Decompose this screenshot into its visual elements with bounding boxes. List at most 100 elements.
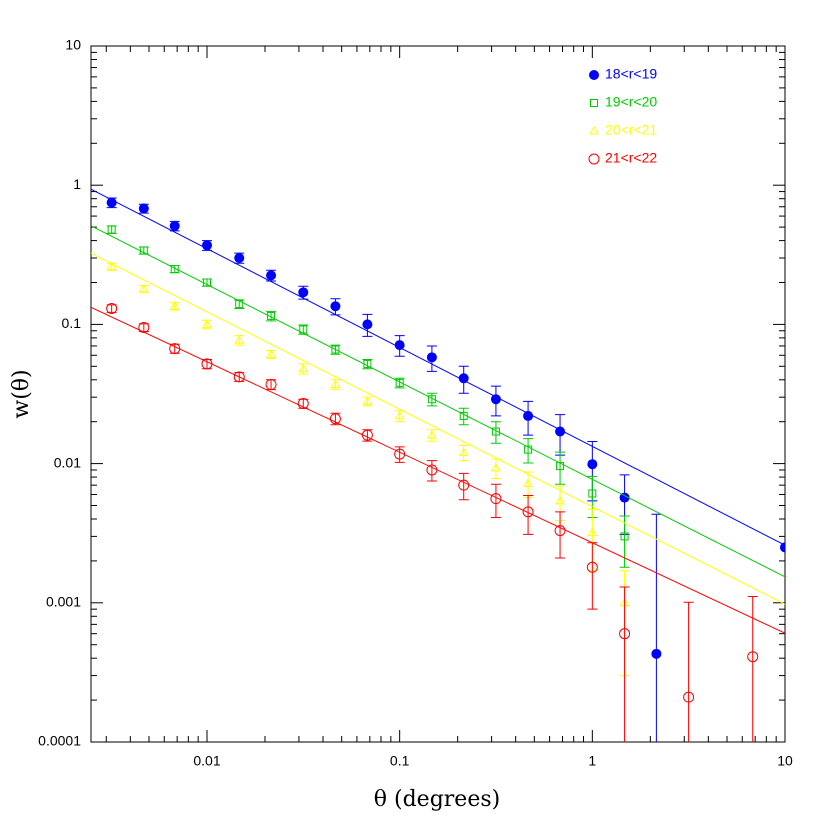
legend-marker <box>588 153 600 165</box>
error-bar <box>490 483 501 518</box>
fit-line <box>91 252 785 605</box>
y-tick-label: 0.001 <box>46 594 81 610</box>
point <box>363 359 372 368</box>
x-axis-label: θ (degrees) <box>374 787 500 812</box>
point <box>524 445 533 454</box>
error-bar <box>106 304 117 313</box>
error-bar <box>490 458 501 480</box>
error-bar <box>747 595 758 742</box>
point <box>554 525 566 537</box>
error-bar <box>587 542 598 610</box>
point <box>361 429 373 441</box>
point <box>490 493 502 505</box>
point <box>394 410 405 420</box>
point <box>523 410 534 421</box>
point <box>683 691 695 703</box>
point <box>586 561 598 573</box>
point <box>330 301 341 312</box>
error-bar <box>523 438 534 464</box>
plot-frame <box>90 45 786 743</box>
y-axis-label: w(θ) <box>9 369 34 418</box>
error-bar <box>426 460 437 482</box>
point <box>556 462 565 471</box>
x-tick-label: 10 <box>777 753 793 769</box>
point <box>491 427 500 436</box>
point <box>233 371 245 383</box>
legend-label: 19<r<20 <box>605 94 657 110</box>
point <box>780 542 785 553</box>
point <box>202 278 211 287</box>
point <box>427 430 437 439</box>
error-bar <box>683 601 694 742</box>
legend-label: 20<r<21 <box>605 122 657 138</box>
error-bar <box>619 515 630 568</box>
point <box>490 394 501 405</box>
y-tick-label: 10 <box>65 37 81 53</box>
point <box>619 492 630 503</box>
point <box>201 240 212 251</box>
point <box>201 358 213 370</box>
point <box>395 378 404 387</box>
point <box>331 345 340 354</box>
point <box>458 479 470 491</box>
point <box>138 203 149 214</box>
plot-area <box>91 188 785 742</box>
x-tick-label: 1 <box>588 753 596 769</box>
point <box>330 379 341 389</box>
point <box>522 506 534 518</box>
point <box>619 628 631 640</box>
point <box>139 246 148 255</box>
point <box>266 349 276 358</box>
point <box>106 303 118 315</box>
error-bar <box>330 412 341 426</box>
legend-label: 18<r<19 <box>605 66 657 82</box>
point <box>458 373 469 384</box>
y-tick-label: 1 <box>73 176 81 192</box>
legend-marker <box>589 70 599 80</box>
point <box>555 426 566 437</box>
fit-line <box>91 306 785 634</box>
point <box>491 462 501 472</box>
point <box>426 464 438 476</box>
point <box>138 322 150 334</box>
point <box>298 287 309 298</box>
error-bar <box>555 511 566 559</box>
point <box>107 225 116 234</box>
point <box>394 340 405 351</box>
legend-marker <box>590 99 598 107</box>
point <box>266 270 277 281</box>
error-bar <box>555 451 566 485</box>
point <box>620 532 629 541</box>
y-tick-label: 0.01 <box>54 454 81 470</box>
point <box>297 398 309 410</box>
point <box>265 379 277 391</box>
y-tick-label: 0.1 <box>62 315 82 331</box>
x-tick-label: 0.01 <box>193 753 220 769</box>
fit-line <box>91 188 785 546</box>
point <box>169 343 181 355</box>
point <box>747 651 759 663</box>
point <box>329 413 341 425</box>
error-bar <box>619 586 630 742</box>
point <box>651 648 662 659</box>
point <box>234 252 245 263</box>
point <box>587 527 598 536</box>
point <box>106 261 117 271</box>
point <box>555 495 565 505</box>
y-tick-label: 0.0001 <box>38 733 81 749</box>
point <box>427 395 436 404</box>
point <box>587 459 598 470</box>
point <box>298 363 309 373</box>
point <box>394 448 406 460</box>
point <box>426 352 437 363</box>
point <box>106 197 117 208</box>
point <box>588 489 597 498</box>
point <box>459 411 468 420</box>
point <box>458 447 469 457</box>
error-bar <box>651 513 662 742</box>
point <box>523 478 533 487</box>
error-bar <box>458 472 469 501</box>
error-bar <box>490 421 501 444</box>
